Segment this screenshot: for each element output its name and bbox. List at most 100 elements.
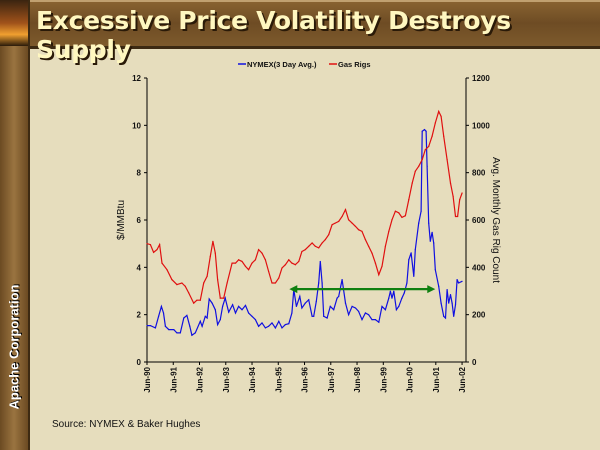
arrow-head-right-icon	[427, 285, 436, 294]
x-tick-label: Jun-01	[432, 366, 441, 392]
nymex-point	[157, 315, 160, 317]
nymex-point	[251, 315, 253, 317]
gas-rigs-point	[421, 159, 423, 161]
gas-rigs-point	[364, 239, 367, 241]
gas-rigs-point	[459, 199, 461, 201]
nymex-point	[214, 309, 216, 311]
nymex-point	[326, 317, 328, 319]
nymex-point	[421, 130, 423, 132]
x-tick-label: Jun-98	[353, 366, 362, 392]
nymex-point	[206, 317, 208, 319]
nymex-point	[257, 325, 260, 327]
gas-rigs-point	[199, 299, 201, 301]
x-tick-label: Jun-99	[379, 366, 388, 392]
gas-rigs-point	[404, 215, 406, 217]
gas-rigs-point	[324, 239, 326, 241]
gas-rigs-point	[264, 259, 267, 261]
nymex-point	[248, 312, 250, 314]
x-tick-label: Jun-91	[169, 366, 178, 392]
gas-rigs-point	[384, 245, 386, 247]
nymex-point	[211, 302, 213, 304]
gas-rigs-point	[212, 240, 214, 242]
nymex-point	[381, 305, 383, 307]
gas-rigs-point	[244, 265, 247, 267]
x-tick-label: Jun-97	[327, 366, 336, 392]
nymex-point	[264, 327, 267, 329]
nymex-point	[295, 305, 297, 307]
nymex-point	[160, 305, 163, 307]
nymex-point	[448, 302, 450, 304]
nymex-point	[194, 332, 196, 334]
y-right-tick-label: 200	[472, 311, 486, 320]
x-tick-label: Jun-96	[301, 366, 310, 392]
nymex-point	[168, 328, 170, 331]
nymex-point	[341, 279, 343, 281]
gas-rigs-point	[314, 245, 316, 247]
x-tick-label: Jun-95	[274, 366, 283, 392]
nymex-point	[288, 323, 290, 325]
nymex-point	[308, 299, 310, 301]
nymex-price-line	[147, 128, 463, 337]
nymex-point	[364, 312, 367, 314]
slide-title: Excessive Price Volatility Destroys Supp…	[36, 6, 511, 64]
nymex-point	[398, 305, 400, 307]
gas-rigs-point	[254, 259, 257, 261]
gas-rigs-point	[401, 216, 403, 218]
gas-rigs-point	[166, 269, 168, 271]
nymex-point	[429, 240, 431, 242]
gas-rigs-point	[171, 279, 173, 281]
gas-rigs-point	[411, 182, 413, 184]
nymex-point	[446, 288, 448, 291]
nymex-point	[348, 314, 350, 316]
nymex-point	[321, 282, 323, 284]
nymex-point	[344, 302, 347, 304]
gas-rigs-point	[146, 243, 148, 245]
nymex-point	[449, 293, 452, 296]
gas-rigs-point	[371, 252, 373, 254]
x-tick-label: Jun-02	[458, 366, 467, 392]
nymex-point	[299, 295, 301, 298]
gas-rigs-point	[267, 270, 270, 272]
nymex-point	[367, 314, 370, 316]
nymex-point	[354, 307, 357, 309]
nymex-point	[311, 315, 313, 317]
nymex-point	[208, 298, 210, 300]
gas-rigs-point	[452, 195, 454, 197]
gas-rigs-point	[176, 284, 178, 286]
nymex-point	[204, 315, 206, 317]
nymex-point	[374, 319, 377, 321]
nymex-point	[401, 297, 403, 299]
nymex-point	[403, 292, 405, 294]
nymex-point	[425, 130, 427, 132]
nymex-point	[418, 222, 420, 224]
gas-rigs-point	[301, 250, 303, 253]
x-tick-label: Jun-92	[196, 366, 205, 392]
nymex-point	[267, 325, 270, 327]
y-right-tick-label: 800	[472, 169, 486, 178]
gas-rigs-point	[328, 234, 330, 236]
y-right-axis-label: Avg. Monthly Gas Rig Count	[490, 157, 501, 283]
nymex-point	[284, 324, 286, 326]
nymex-point	[315, 300, 317, 303]
legend-label-0: NYMEX(3 Day Avg.)	[247, 60, 317, 69]
y-left-tick-label: 2	[137, 311, 142, 320]
y-left-tick-label: 4	[137, 263, 142, 272]
gas-rigs-point	[338, 220, 340, 223]
nymex-point	[154, 327, 157, 329]
nymex-point	[451, 302, 453, 304]
nymex-point	[453, 315, 455, 317]
gas-rigs-point	[288, 259, 290, 261]
nymex-point	[333, 309, 335, 311]
y-left-tick-label: 0	[137, 358, 142, 367]
nymex-point	[444, 317, 447, 319]
gas-rigs-point	[284, 264, 286, 266]
nymex-point	[318, 282, 320, 284]
gas-rigs-point	[226, 282, 228, 284]
nymex-point	[388, 297, 390, 299]
gas-rigs-point	[438, 110, 440, 112]
y-left-axis-label: $/MMBtu	[116, 200, 127, 240]
y-right-tick-label: 600	[472, 216, 486, 225]
gas-rigs-point	[156, 248, 158, 251]
nymex-point	[440, 302, 442, 304]
gas-rigs-point	[454, 215, 457, 218]
